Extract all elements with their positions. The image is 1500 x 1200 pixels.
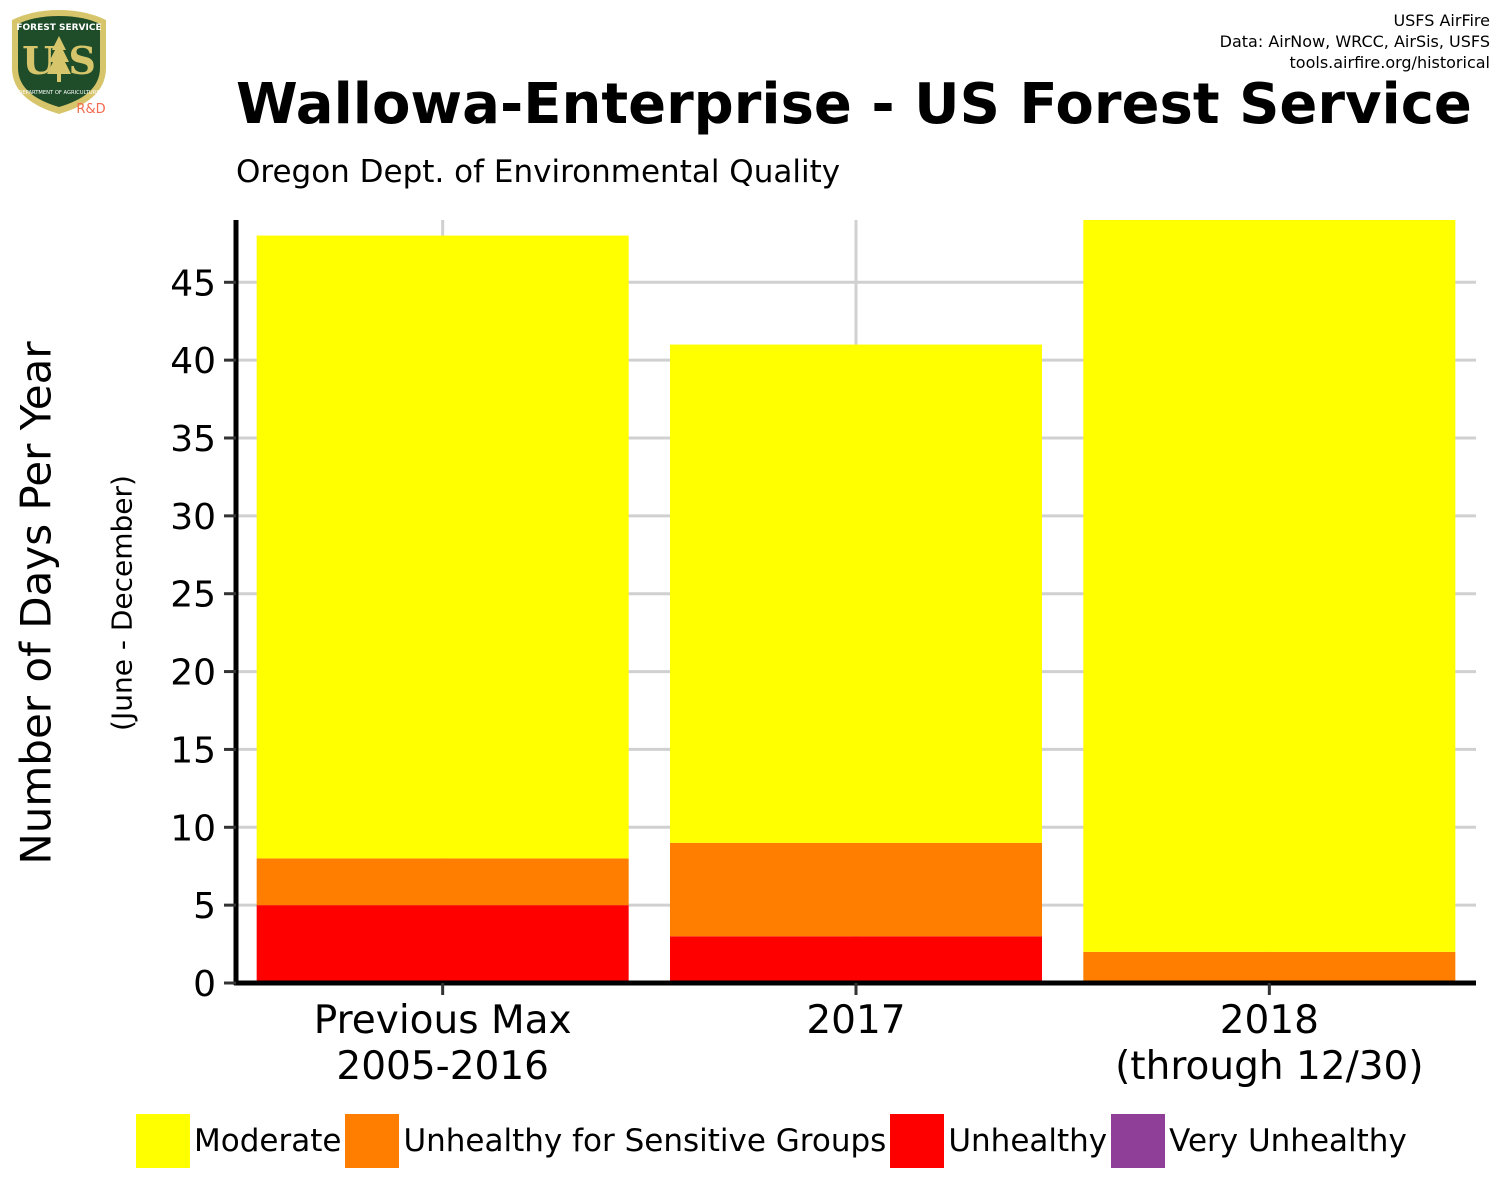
legend-label: Unhealthy — [948, 1123, 1108, 1159]
chart-subtitle: Oregon Dept. of Environmental Quality — [236, 154, 841, 190]
legend-item: Moderate — [136, 1114, 341, 1168]
bar-segment-moderate — [670, 344, 1042, 843]
tree-icon — [47, 36, 71, 82]
credit-line: USFS AirFire — [1393, 11, 1490, 30]
credit-line: tools.airfire.org/historical — [1289, 53, 1490, 72]
chart-title: Wallowa-Enterprise - US Forest Service — [236, 72, 1472, 137]
usfs-shield-logo: FOREST SERVICE U S DEPARTMENT OF AGRICUL… — [12, 10, 106, 117]
y-tick-label: 30 — [170, 497, 216, 538]
y-tick-label: 40 — [170, 341, 216, 382]
bar-segment-unhealthy-for-sensitive-groups — [1083, 951, 1456, 983]
logo-bottom-text: DEPARTMENT OF AGRICULTURE — [18, 90, 99, 96]
logo-top-text: FOREST SERVICE — [16, 23, 101, 33]
y-tick-label: 0 — [193, 964, 216, 1005]
bar-segment-unhealthy — [670, 936, 1042, 983]
legend-item: Very Unhealthy — [1111, 1114, 1407, 1168]
y-tick-label: 5 — [193, 886, 216, 927]
y-tick-label: 10 — [170, 808, 216, 849]
y-tick-label: 35 — [170, 419, 216, 460]
credit-line: Data: AirNow, WRCC, AirSis, USFS — [1219, 32, 1490, 51]
legend-swatch — [890, 1114, 945, 1168]
legend-swatch — [1111, 1114, 1166, 1168]
bar-segment-unhealthy-for-sensitive-groups — [256, 858, 629, 906]
legend-label: Moderate — [194, 1123, 342, 1159]
bar-segment-moderate — [1083, 220, 1456, 952]
x-tick-label: (through 12/30) — [1115, 1044, 1423, 1089]
bar-segment-unhealthy-for-sensitive-groups — [670, 842, 1042, 937]
legend-item: Unhealthy for Sensitive Groups — [345, 1114, 886, 1168]
logo-tag: R&D — [76, 102, 105, 117]
x-tick-label: 2018 — [1220, 998, 1319, 1043]
x-tick-label: 2005-2016 — [336, 1044, 549, 1089]
y-tick-label: 45 — [170, 263, 216, 304]
y-tick-label: 20 — [170, 653, 216, 694]
legend-item: Unhealthy — [890, 1114, 1107, 1168]
legend-label: Very Unhealthy — [1169, 1123, 1407, 1159]
legend-swatch — [136, 1114, 190, 1168]
bar-segment-moderate — [256, 235, 629, 859]
bar-segment-unhealthy — [256, 905, 629, 983]
y-tick-label: 25 — [170, 575, 216, 616]
legend: Moderate Unhealthy for Sensitive Groups Un… — [136, 1114, 1411, 1168]
x-tick-label: Previous Max — [314, 998, 572, 1043]
legend-label: Unhealthy for Sensitive Groups — [403, 1123, 887, 1159]
credits: USFS AirFire Data: AirNow, WRCC, AirSis,… — [1220, 10, 1490, 73]
legend-swatch — [345, 1114, 400, 1168]
x-tick-label: 2017 — [806, 998, 905, 1043]
y-tick-label: 15 — [170, 730, 216, 771]
